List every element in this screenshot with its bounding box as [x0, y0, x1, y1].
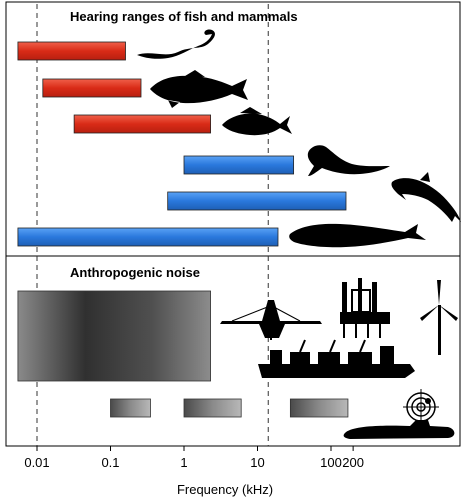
hearing-bar-whale — [17, 227, 279, 247]
cargo-ship-icon — [258, 339, 415, 378]
plot-frame-bottom — [5, 255, 461, 447]
hearing-bars — [17, 41, 347, 247]
x-tick-label: 200 — [342, 455, 364, 470]
noise-bar-shipping — [110, 398, 151, 418]
hearing-bar-dolphin — [167, 191, 347, 211]
pile-driving-rig-icon — [220, 300, 322, 340]
hearing-bar-eel — [17, 41, 126, 61]
noise-panel-title: Anthropogenic noise — [70, 265, 200, 280]
hearing-bar-seal — [183, 155, 295, 175]
dolphin-icon — [391, 172, 461, 222]
reference-lines — [36, 4, 269, 446]
small-fish-icon — [222, 107, 292, 136]
x-tick-label: 100 — [320, 455, 342, 470]
sonar-target-icon — [403, 389, 439, 425]
x-axis-ticks: 0.01 0.1 1 10 100 200 — [24, 446, 364, 470]
x-axis-label: Frequency (kHz) — [177, 482, 273, 497]
x-tick-label: 0.01 — [24, 455, 49, 470]
wind-turbine-icon — [420, 280, 458, 355]
seal-icon — [307, 145, 390, 176]
x-tick-label: 0.1 — [101, 455, 119, 470]
noise-bar-pile-driving — [17, 290, 211, 382]
hearing-bar-small-fish — [73, 114, 211, 134]
noise-bars — [17, 290, 349, 418]
noise-bar-shipping-mid — [183, 398, 242, 418]
drilling-platform-icon — [340, 278, 390, 338]
x-tick-label: 10 — [250, 455, 264, 470]
submarine-icon — [343, 420, 455, 439]
hearing-bar-cod — [42, 78, 142, 98]
eel-icon — [137, 29, 215, 59]
hearing-panel-title: Hearing ranges of fish and mammals — [70, 9, 298, 24]
noise-bar-sonar — [289, 398, 349, 418]
whale-icon — [289, 223, 426, 248]
x-tick-label: 1 — [180, 455, 187, 470]
cod-icon — [150, 70, 248, 108]
